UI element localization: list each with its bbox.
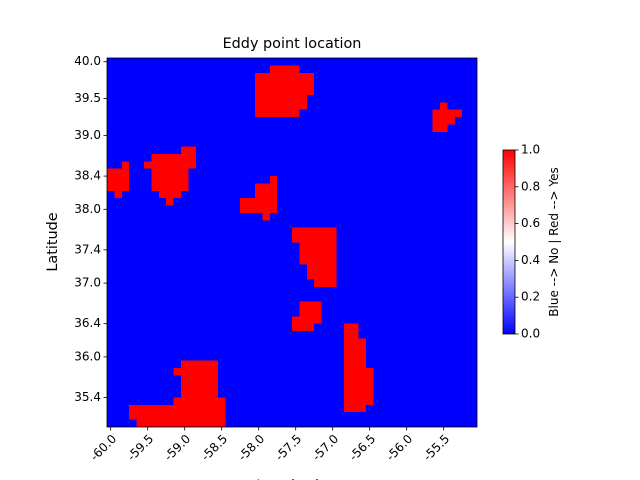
- heatmap-cell: [299, 242, 337, 265]
- heatmap-cell: [292, 227, 337, 243]
- heatmap-cell: [151, 153, 181, 162]
- heatmap-cell: [240, 198, 278, 213]
- heatmap-cell: [181, 360, 218, 368]
- heatmap-cell: [129, 404, 226, 420]
- heatmap-cell: [158, 190, 181, 199]
- heatmap-cell: [306, 264, 337, 280]
- x-tick-label: -55.5: [420, 432, 452, 464]
- heatmap-cell: [255, 94, 307, 110]
- heatmap-cell: [121, 161, 130, 169]
- heatmap-cell: [343, 404, 366, 413]
- colorbar-tick-label: 0.0: [521, 327, 540, 341]
- x-tick-label: -57.0: [309, 432, 341, 464]
- heatmap-cell: [107, 168, 130, 191]
- heatmap-cell: [255, 72, 315, 95]
- heatmap-cell: [255, 109, 300, 118]
- heatmap-cell: [181, 375, 218, 398]
- heatmap-cell: [269, 176, 278, 184]
- x-tick-label: -58.0: [235, 432, 267, 464]
- chart-title: Eddy point location: [223, 36, 362, 52]
- heatmap-cell: [343, 367, 374, 405]
- heatmap-cell: [114, 190, 122, 199]
- y-tick-label: 38.0: [74, 202, 101, 216]
- x-tick-label: -58.5: [198, 432, 230, 464]
- x-tick-label: -56.5: [346, 432, 378, 464]
- heatmap-cell: [173, 397, 226, 405]
- x-tick-label: -56.0: [383, 432, 415, 464]
- heatmap-cell: [144, 161, 189, 169]
- y-tick-label: 37.4: [74, 242, 101, 256]
- heatmap-cell: [292, 323, 315, 332]
- y-tick-label: 37.0: [74, 276, 101, 290]
- heatmap-cell: [269, 65, 300, 73]
- colorbar-tick-label: 1.0: [521, 143, 540, 157]
- colorbar: [502, 149, 516, 335]
- y-tick-label: 35.4: [74, 390, 101, 404]
- heatmap-cell: [432, 117, 455, 125]
- colorbar-tick-label: 0.6: [521, 216, 540, 230]
- heatmap-cell: [136, 419, 226, 427]
- colorbar-label: Blue --> No | Red --> Yes: [547, 167, 561, 316]
- heatmap-cell: [173, 367, 218, 376]
- heatmap-cell: [255, 183, 278, 199]
- colorbar-tick-label: 0.2: [521, 290, 540, 304]
- y-tick-label: 40.0: [74, 54, 101, 68]
- heatmap-cell: [151, 168, 189, 191]
- heatmap-cell: [432, 109, 463, 118]
- x-tick-label: -59.0: [161, 432, 193, 464]
- heatmap-cell: [166, 198, 174, 206]
- x-tick-label: -60.0: [87, 432, 119, 464]
- x-tick-label: -59.5: [124, 432, 156, 464]
- y-tick-label: 36.4: [74, 316, 101, 330]
- x-tick-label: -57.5: [272, 432, 304, 464]
- y-tick-label: 39.0: [74, 128, 101, 142]
- heatmap-cell: [440, 102, 448, 110]
- y-tick-label: 38.4: [74, 169, 101, 183]
- y-tick-label: 39.5: [74, 91, 101, 105]
- colorbar-tick-label: 0.4: [521, 253, 540, 267]
- plot-frame: [106, 57, 478, 428]
- heatmap-cell: [292, 316, 322, 324]
- heatmap-cell: [314, 279, 337, 287]
- heatmap-cell: [299, 301, 322, 317]
- heatmap-cell: [343, 338, 366, 368]
- colorbar-tick-label: 0.8: [521, 179, 540, 193]
- x-axis-label: Longitude: [256, 478, 328, 480]
- heatmap-cell: [262, 212, 270, 221]
- heatmap-cell: [432, 124, 448, 132]
- y-axis-label: Latitude: [45, 212, 61, 271]
- heatmap-cell: [343, 323, 359, 339]
- y-tick-label: 36.0: [74, 349, 101, 363]
